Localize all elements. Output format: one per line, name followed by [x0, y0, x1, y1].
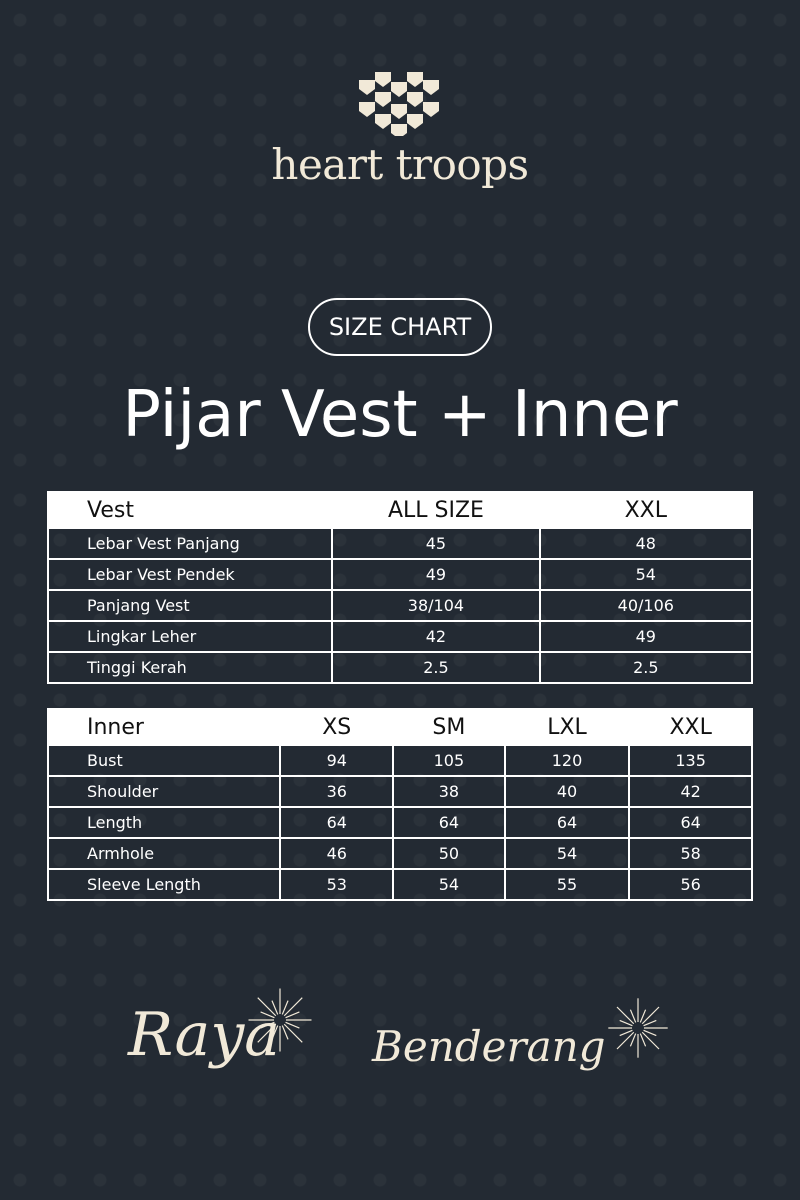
row-label: Tinggi Kerah	[46, 651, 334, 684]
row-label: Shoulder	[46, 775, 282, 808]
row-label: Lingkar Leher	[46, 620, 334, 653]
table-row: Lebar Vest Pendek 49 54	[46, 558, 754, 591]
size-value: 40/106	[538, 589, 754, 622]
sparkle-firework-icon	[608, 998, 668, 1058]
header-cell: Inner	[46, 708, 282, 746]
size-value: 45	[331, 527, 541, 560]
header-cell: XXL	[628, 708, 753, 746]
size-value: 94	[279, 744, 395, 777]
row-label: Lebar Vest Panjang	[46, 527, 334, 560]
size-value: 135	[628, 744, 753, 777]
table-header-row: Inner XS SM LXL XXL	[46, 708, 753, 746]
table-row: Bust 94 105 120 135	[46, 744, 753, 777]
table-row: Lingkar Leher 42 49	[46, 620, 754, 653]
table-row: Tinggi Kerah 2.5 2.5	[46, 651, 754, 684]
row-label: Panjang Vest	[46, 589, 334, 622]
table-row: Armhole 46 50 54 58	[46, 837, 753, 870]
sparkle-firework-icon	[248, 988, 312, 1052]
row-label: Length	[46, 806, 282, 839]
size-value: 53	[279, 868, 395, 901]
size-value: 54	[392, 868, 506, 901]
table-row: Length 64 64 64 64	[46, 806, 753, 839]
brand-logo	[0, 72, 800, 136]
row-label: Sleeve Length	[46, 868, 282, 901]
size-value: 105	[392, 744, 506, 777]
size-value: 2.5	[331, 651, 541, 684]
brand-name: heart troops	[271, 140, 529, 189]
header-cell: XS	[279, 708, 395, 746]
shield-heart-grid-icon	[359, 72, 439, 136]
size-value: 49	[538, 620, 754, 653]
size-value: 2.5	[538, 651, 754, 684]
size-value: 54	[503, 837, 631, 870]
size-value: 55	[503, 868, 631, 901]
size-value: 54	[538, 558, 754, 591]
table-row: Lebar Vest Panjang 45 48	[46, 527, 754, 560]
size-value: 38/104	[331, 589, 541, 622]
size-value: 36	[279, 775, 395, 808]
size-chart-badge: SIZE CHART	[308, 298, 492, 356]
table-row: Sleeve Length 53 54 55 56	[46, 868, 753, 901]
header-cell: SM	[392, 708, 506, 746]
raya-script-text: Raya	[128, 1000, 280, 1070]
size-value: 40	[503, 775, 631, 808]
header-cell: XXL	[538, 491, 754, 529]
size-value: 64	[392, 806, 506, 839]
row-label: Bust	[46, 744, 282, 777]
row-label: Armhole	[46, 837, 282, 870]
header-cell: ALL SIZE	[331, 491, 541, 529]
benderang-script-text: Benderang	[372, 1022, 606, 1071]
vest-size-table: Vest ALL SIZE XXL Lebar Vest Panjang 45 48…	[46, 491, 754, 684]
size-value: 64	[279, 806, 395, 839]
header-cell: Vest	[46, 491, 334, 529]
row-label: Lebar Vest Pendek	[46, 558, 334, 591]
size-value: 42	[331, 620, 541, 653]
inner-size-table: Inner XS SM LXL XXL Bust 94 105 120 135 Shoul…	[46, 708, 753, 901]
table-header-row: Vest ALL SIZE XXL	[46, 491, 754, 529]
size-value: 48	[538, 527, 754, 560]
size-value: 38	[392, 775, 506, 808]
size-value: 64	[628, 806, 753, 839]
size-value: 42	[628, 775, 753, 808]
page-title: Pijar Vest + Inner	[122, 378, 678, 452]
size-value: 49	[331, 558, 541, 591]
size-value: 56	[628, 868, 753, 901]
size-value: 120	[503, 744, 631, 777]
size-value: 46	[279, 837, 395, 870]
size-value: 50	[392, 837, 506, 870]
size-value: 58	[628, 837, 753, 870]
table-row: Panjang Vest 38/104 40/106	[46, 589, 754, 622]
header-cell: LXL	[503, 708, 631, 746]
table-row: Shoulder 36 38 40 42	[46, 775, 753, 808]
size-value: 64	[503, 806, 631, 839]
